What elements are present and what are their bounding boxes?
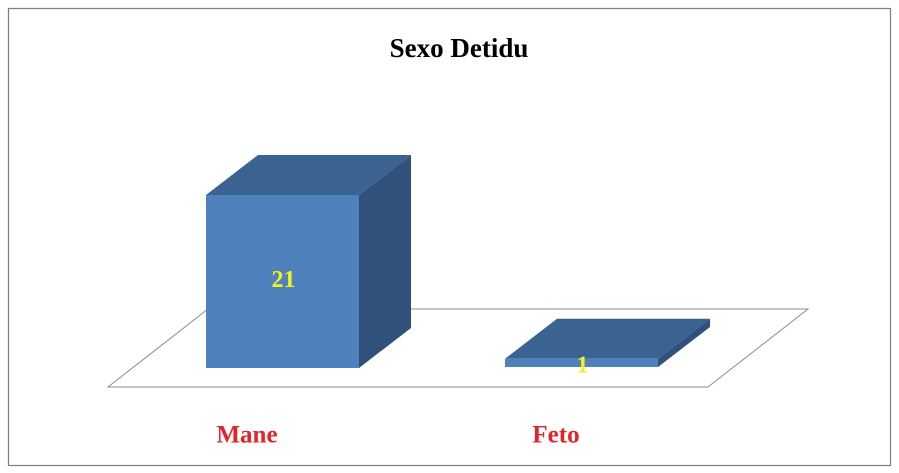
x-tick-label: Mane xyxy=(216,422,277,449)
bar-side xyxy=(359,155,411,368)
data-label: 21 xyxy=(272,267,296,293)
bar-top xyxy=(505,318,710,359)
bar-side xyxy=(658,318,710,367)
data-label: 1 xyxy=(577,353,589,379)
chart-border xyxy=(7,7,892,467)
x-tick-label: Feto xyxy=(532,422,579,449)
bar-top xyxy=(206,155,411,195)
chart-title: Sexo Detidu xyxy=(390,33,529,63)
bar xyxy=(206,195,359,368)
bar xyxy=(505,358,658,367)
